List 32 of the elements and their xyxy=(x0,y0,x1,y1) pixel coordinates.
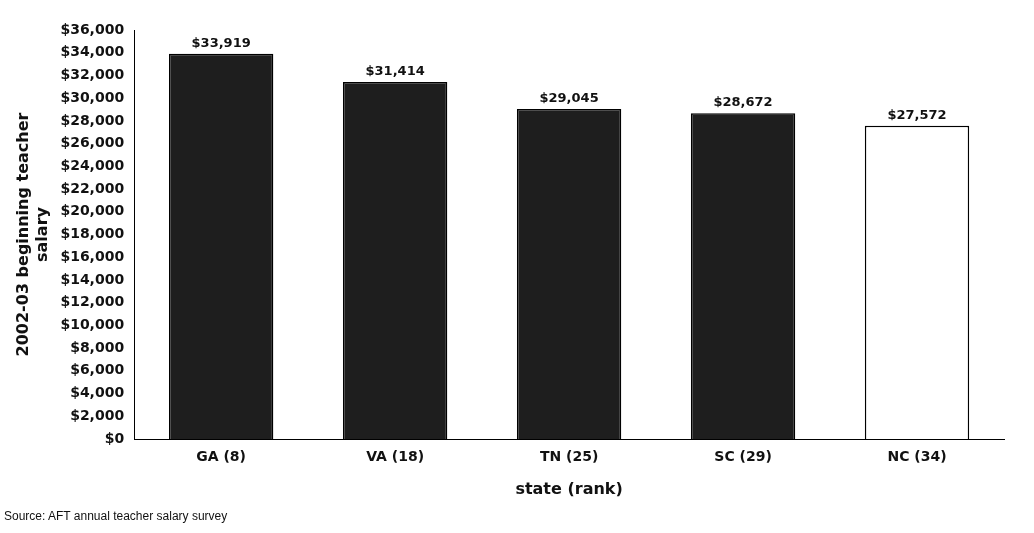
y-tick-label: $20,000 xyxy=(60,202,125,219)
y-tick-label: $28,000 xyxy=(60,111,125,128)
source-note: Source: AFT annual teacher salary survey xyxy=(4,509,228,523)
x-axis-title: state (rank) xyxy=(515,478,623,498)
y-tick-label: $36,000 xyxy=(60,20,125,37)
y-tick-label: $12,000 xyxy=(60,293,125,310)
y-tick-label: $8,000 xyxy=(70,338,125,355)
x-tick-label: VA (18) xyxy=(366,448,425,465)
y-tick-label: $30,000 xyxy=(60,88,125,105)
y-tick-label: $4,000 xyxy=(70,384,125,401)
y-tick-label: $6,000 xyxy=(70,361,125,378)
data-label: $33,919 xyxy=(191,34,251,50)
x-tick-label: NC (34) xyxy=(887,448,947,465)
y-tick-label: $34,000 xyxy=(60,43,125,60)
data-label: $27,572 xyxy=(887,106,947,122)
x-tick-label: TN (25) xyxy=(539,448,599,465)
data-label: $28,672 xyxy=(713,94,773,110)
y-tick-label: $0 xyxy=(104,429,125,446)
y-tick-label: $14,000 xyxy=(60,270,125,287)
y-tick-label: $16,000 xyxy=(60,247,125,264)
y-tick-label: $26,000 xyxy=(60,134,125,151)
x-tick-label: SC (29) xyxy=(714,448,772,465)
y-axis-title: 2002-03 beginning teacher salary xyxy=(12,112,51,357)
y-tick-label: $2,000 xyxy=(70,406,125,423)
y-tick-label: $10,000 xyxy=(60,316,125,333)
y-tick-label: $32,000 xyxy=(60,66,125,83)
x-tick-label: GA (8) xyxy=(196,448,247,465)
y-tick-label: $18,000 xyxy=(60,225,125,242)
data-label: $29,045 xyxy=(539,89,599,105)
data-label: $31,414 xyxy=(365,62,425,78)
y-tick-label: $22,000 xyxy=(60,179,125,196)
y-tick-label: $24,000 xyxy=(60,156,125,173)
